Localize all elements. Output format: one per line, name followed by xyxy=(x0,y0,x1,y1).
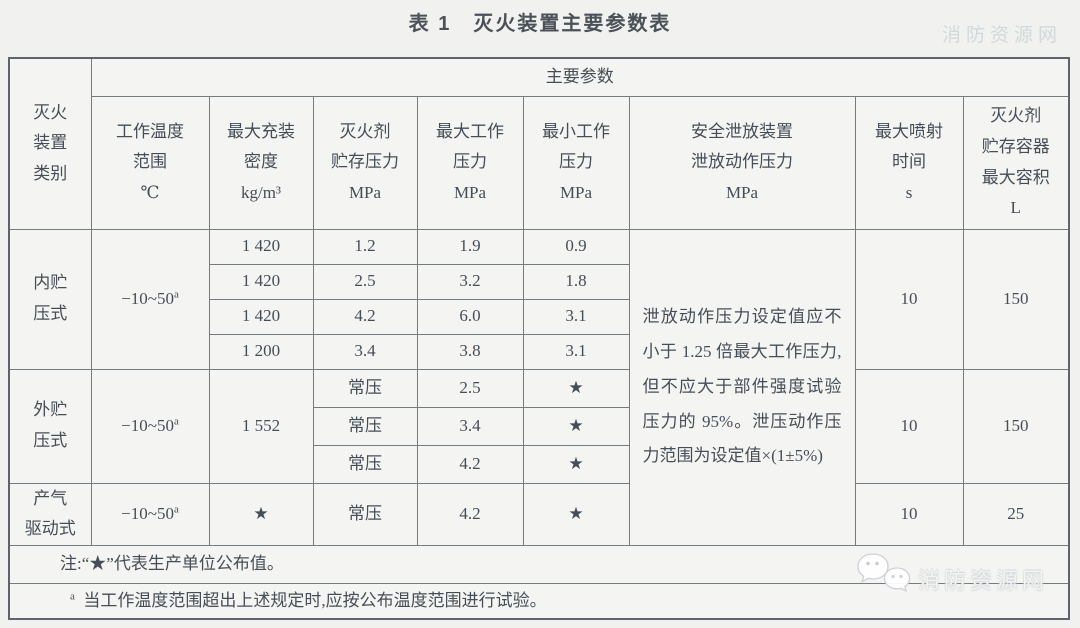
cell-gas-max-volume: 25 xyxy=(962,482,1070,546)
note-footnote-text: 当工作温度范围超出上述规定时,应按公布温度范围进行试验。 xyxy=(83,590,547,610)
cell-internal-temp: −10~50a xyxy=(90,228,210,370)
header-row-columns: 工作温度 范围 ℃ 最大充装 密度 kg/m³ 灭火剂 贮存压力 MPa 最大工… xyxy=(9,95,1070,230)
cell-storage-pressure: 常压 xyxy=(312,482,418,546)
cell-storage-pressure: 1.2 xyxy=(312,228,418,265)
header-max-volume: 灭火剂 贮存容器 最大容积 L xyxy=(962,95,1070,230)
temp-value: −10~50 xyxy=(121,415,174,435)
header-temp-range: 工作温度 范围 ℃ xyxy=(90,95,210,230)
cell-gas-density-star: ★ xyxy=(208,482,314,546)
cell-safety-release-text: 泄放动作压力设定值应不小于 1.25 倍最大工作压力,但不应大于部件强度试验压力… xyxy=(628,228,856,546)
note-footnote-a: a 当工作温度范围超出上述规定时,应按公布温度范围进行试验。 xyxy=(8,582,1070,620)
cell-internal-max-volume: 150 xyxy=(962,228,1070,370)
cell-max-pressure: 1.9 xyxy=(416,228,524,265)
row-internal-4: 1 200 3.4 3.8 3.1 xyxy=(9,333,1069,370)
row-internal-2: 1 420 2.5 3.2 1.8 xyxy=(9,263,1069,300)
cell-external-category: 外贮 压式 xyxy=(8,368,92,484)
footnote-marker: a xyxy=(173,415,179,428)
cell-density: 1 420 xyxy=(208,298,314,335)
header-max-working-pressure: 最大工作 压力 MPa xyxy=(416,95,524,230)
cell-external-density: 1 552 xyxy=(208,368,314,484)
cell-storage-pressure: 常压 xyxy=(312,444,418,484)
cell-max-pressure: 3.4 xyxy=(416,406,524,446)
cell-storage-pressure: 常压 xyxy=(312,368,418,408)
table-title: 表 1 灭火装置主要参数表 xyxy=(408,13,672,35)
header-device-category: 灭火 装置 类别 xyxy=(8,57,92,230)
row-gas-driven: 产气 驱动式 −10~50a ★ 常压 4.2 ★ 10 25 xyxy=(8,482,1070,546)
cell-min-pressure-star: ★ xyxy=(522,368,630,408)
cell-storage-pressure: 4.2 xyxy=(312,298,418,335)
row-external-2: 常压 3.4 ★ xyxy=(9,406,1069,446)
cell-max-pressure: 4.2 xyxy=(416,482,524,546)
cell-max-pressure: 2.5 xyxy=(416,368,524,408)
parameters-table: 灭火 装置 类别 主要参数 工作温度 范围 ℃ 最大充装 密度 kg/m³ 灭火… xyxy=(8,57,1070,621)
cell-min-pressure-star: ★ xyxy=(522,444,630,484)
header-fill-density: 最大充装 密度 kg/m³ xyxy=(208,95,314,230)
cell-internal-category: 内贮 压式 xyxy=(8,228,92,370)
header-storage-pressure: 灭火剂 贮存压力 MPa xyxy=(312,95,418,230)
temp-value: −10~50 xyxy=(121,288,174,308)
cell-min-pressure: 0.9 xyxy=(522,228,630,265)
watermark-top: 消防资源网 xyxy=(941,25,1062,46)
cell-density: 1 200 xyxy=(208,333,314,370)
row-note-footnote: a 当工作温度范围超出上述规定时,应按公布温度范围进行试验。 xyxy=(8,582,1070,620)
cell-max-pressure: 6.0 xyxy=(416,298,524,335)
footnote-marker: a xyxy=(70,589,75,602)
cell-internal-spray-time: 10 xyxy=(854,228,964,370)
cell-density: 1 420 xyxy=(208,228,314,265)
header-spray-time: 最大喷射 时间 s xyxy=(854,95,964,230)
row-external-1: 外贮 压式 −10~50a 1 552 常压 2.5 ★ 10 150 xyxy=(8,368,1070,484)
cell-external-max-volume: 150 xyxy=(962,368,1070,484)
cell-density: 1 420 xyxy=(208,263,314,300)
cell-max-pressure: 3.8 xyxy=(416,333,524,370)
cell-storage-pressure: 3.4 xyxy=(312,333,418,370)
cell-max-pressure: 4.2 xyxy=(416,444,524,484)
header-main-params: 主要参数 xyxy=(90,57,1070,97)
cell-gas-category: 产气 驱动式 xyxy=(8,482,92,546)
header-safety-release: 安全泄放装置 泄放动作压力 MPa xyxy=(628,95,856,230)
cell-min-pressure: 1.8 xyxy=(522,263,630,300)
row-note-star: 注:“★”代表生产单位公布值。 xyxy=(8,544,1070,584)
cell-max-pressure: 3.2 xyxy=(416,263,524,300)
cell-storage-pressure: 2.5 xyxy=(312,263,418,300)
header-row-main: 灭火 装置 类别 主要参数 xyxy=(8,57,1070,230)
cell-external-spray-time: 10 xyxy=(854,368,964,484)
footnote-marker: a xyxy=(173,288,179,301)
cell-min-pressure-star: ★ xyxy=(522,482,630,546)
row-internal-3: 1 420 4.2 6.0 3.1 xyxy=(9,298,1069,335)
row-internal-1: 内贮 压式 −10~50a 1 420 1.2 1.9 0.9 泄放动作压力设定… xyxy=(8,228,1070,546)
cell-min-pressure: 3.1 xyxy=(522,298,630,335)
cell-storage-pressure: 常压 xyxy=(312,406,418,446)
row-external-3: 常压 4.2 ★ xyxy=(9,444,1069,484)
header-min-working-pressure: 最小工作 压力 MPa xyxy=(522,95,630,230)
cell-gas-temp: −10~50a xyxy=(90,482,210,546)
cell-gas-spray-time: 10 xyxy=(854,482,964,546)
temp-value: −10~50 xyxy=(121,503,174,523)
cell-min-pressure: 3.1 xyxy=(522,333,630,370)
cell-min-pressure-star: ★ xyxy=(522,406,630,446)
note-star-legend: 注:“★”代表生产单位公布值。 xyxy=(8,544,1070,584)
cell-external-temp: −10~50a xyxy=(90,368,210,484)
footnote-marker: a xyxy=(173,503,179,516)
